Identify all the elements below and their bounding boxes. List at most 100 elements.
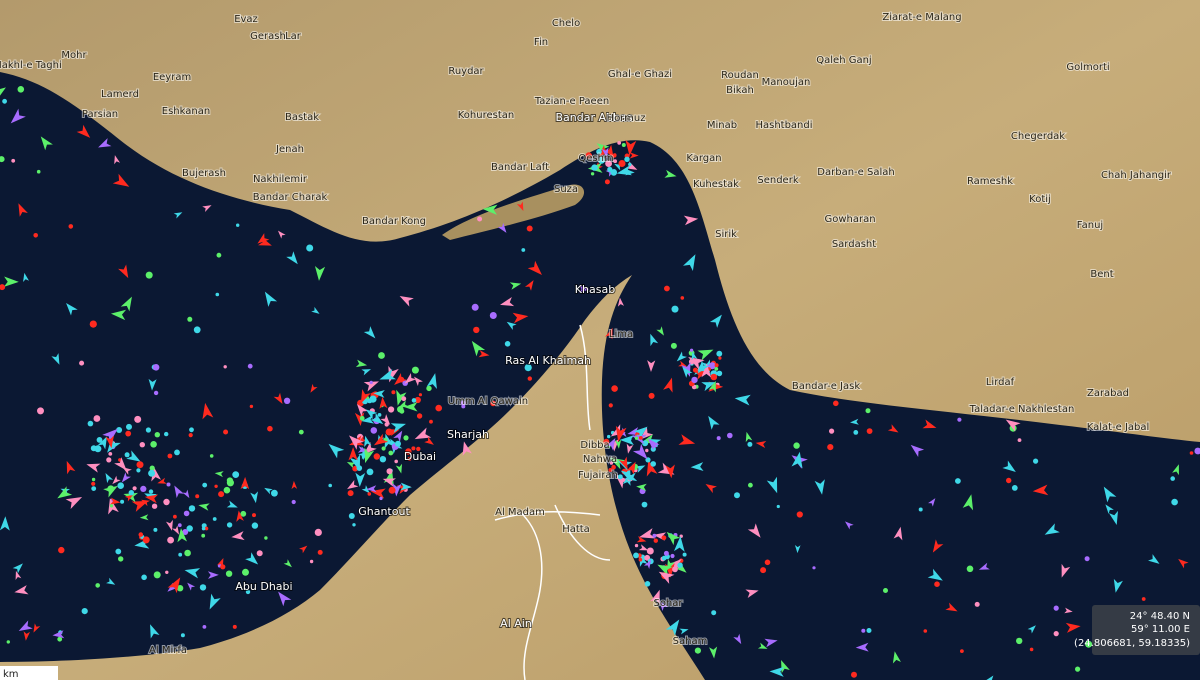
ship-marker[interactable] — [596, 148, 602, 155]
ship-marker[interactable] — [709, 646, 718, 659]
ship-marker[interactable] — [173, 514, 177, 519]
ship-marker[interactable] — [1170, 476, 1175, 481]
ship-marker[interactable] — [118, 264, 132, 280]
ship-marker[interactable] — [397, 292, 414, 307]
ship-marker[interactable] — [642, 440, 649, 447]
ship-marker[interactable] — [105, 497, 119, 515]
ship-marker[interactable] — [212, 517, 217, 521]
ship-marker[interactable] — [855, 642, 869, 652]
ship-marker[interactable] — [153, 390, 159, 396]
ship-marker[interactable] — [36, 169, 41, 174]
ship-marker[interactable] — [89, 320, 97, 328]
ship-marker[interactable] — [126, 423, 132, 430]
ship-marker[interactable] — [2, 98, 7, 104]
ship-marker[interactable] — [388, 486, 396, 494]
ship-marker[interactable] — [214, 470, 224, 478]
ship-marker[interactable] — [853, 430, 859, 435]
ship-marker[interactable] — [124, 492, 135, 502]
ship-marker[interactable] — [665, 616, 684, 636]
ship-marker[interactable] — [598, 156, 605, 164]
ship-marker[interactable] — [171, 483, 184, 498]
ship-marker[interactable] — [734, 492, 740, 499]
ship-marker[interactable] — [617, 474, 623, 480]
ship-marker[interactable] — [354, 412, 365, 427]
ship-marker[interactable] — [54, 486, 73, 502]
ship-marker[interactable] — [1003, 415, 1021, 432]
ship-marker[interactable] — [156, 477, 167, 486]
ship-marker[interactable] — [1029, 647, 1034, 652]
ship-marker[interactable] — [384, 422, 389, 427]
ship-marker[interactable] — [166, 482, 171, 487]
ship-marker[interactable] — [675, 562, 689, 576]
ship-marker[interactable] — [435, 404, 443, 412]
ship-marker[interactable] — [727, 432, 733, 439]
ship-marker[interactable] — [261, 289, 278, 307]
ship-marker[interactable] — [163, 498, 170, 506]
ship-marker[interactable] — [96, 437, 103, 443]
ship-marker[interactable] — [694, 360, 710, 377]
ship-marker[interactable] — [716, 370, 723, 377]
ship-marker[interactable] — [400, 482, 412, 491]
ship-marker[interactable] — [473, 326, 480, 334]
ship-marker[interactable] — [367, 398, 373, 404]
ship-marker[interactable] — [716, 436, 721, 441]
ship-marker[interactable] — [1017, 438, 1022, 442]
ship-marker[interactable] — [701, 378, 717, 392]
ship-marker[interactable] — [605, 436, 619, 451]
ship-marker[interactable] — [516, 201, 526, 213]
ship-marker[interactable] — [734, 393, 751, 406]
ship-marker[interactable] — [355, 472, 366, 487]
ship-marker[interactable] — [114, 457, 130, 474]
ship-marker[interactable] — [776, 504, 780, 509]
ship-marker[interactable] — [629, 152, 639, 159]
ship-marker[interactable] — [646, 547, 654, 555]
ship-marker[interactable] — [590, 172, 595, 176]
ship-marker[interactable] — [1042, 523, 1060, 539]
ship-marker[interactable] — [461, 404, 466, 409]
ship-marker[interactable] — [150, 441, 157, 448]
ship-marker[interactable] — [402, 373, 417, 387]
ship-marker[interactable] — [603, 438, 610, 445]
ship-marker[interactable] — [188, 433, 193, 438]
ship-marker[interactable] — [120, 499, 125, 504]
ship-marker[interactable] — [232, 624, 237, 629]
ship-marker[interactable] — [283, 559, 294, 569]
ship-marker[interactable] — [504, 341, 511, 347]
ship-marker[interactable] — [708, 362, 716, 370]
ship-marker[interactable] — [618, 160, 626, 167]
ship-marker[interactable] — [766, 476, 783, 495]
ship-marker[interactable] — [591, 164, 598, 171]
ship-marker[interactable] — [138, 532, 144, 537]
ship-marker[interactable] — [242, 568, 249, 576]
ship-marker[interactable] — [395, 440, 401, 447]
ship-marker[interactable] — [373, 453, 380, 460]
ship-marker[interactable] — [618, 456, 632, 472]
ship-marker[interactable] — [57, 636, 63, 642]
ship-marker[interactable] — [31, 623, 41, 634]
ship-marker[interactable] — [624, 472, 638, 484]
ship-marker[interactable] — [634, 543, 639, 548]
ship-marker[interactable] — [524, 278, 537, 291]
ship-marker[interactable] — [109, 497, 121, 506]
ship-marker[interactable] — [388, 406, 395, 413]
ship-marker[interactable] — [945, 602, 959, 615]
ship-marker[interactable] — [185, 581, 196, 591]
ship-marker[interactable] — [286, 251, 301, 267]
ship-marker[interactable] — [682, 552, 687, 557]
ship-marker[interactable] — [633, 423, 651, 439]
ship-marker[interactable] — [661, 555, 667, 561]
ship-marker[interactable] — [245, 552, 261, 568]
ship-marker[interactable] — [182, 529, 189, 535]
ship-marker[interactable] — [607, 434, 611, 439]
ship-marker[interactable] — [200, 402, 214, 420]
ship-marker[interactable] — [709, 312, 726, 328]
ship-marker[interactable] — [128, 490, 134, 496]
ship-marker[interactable] — [356, 465, 363, 471]
ship-marker[interactable] — [152, 364, 160, 371]
ship-marker[interactable] — [796, 511, 803, 518]
ship-marker[interactable] — [11, 158, 16, 163]
ship-marker[interactable] — [692, 367, 698, 373]
ship-marker[interactable] — [843, 519, 854, 530]
ship-marker[interactable] — [401, 396, 407, 402]
ship-marker[interactable] — [893, 526, 905, 541]
